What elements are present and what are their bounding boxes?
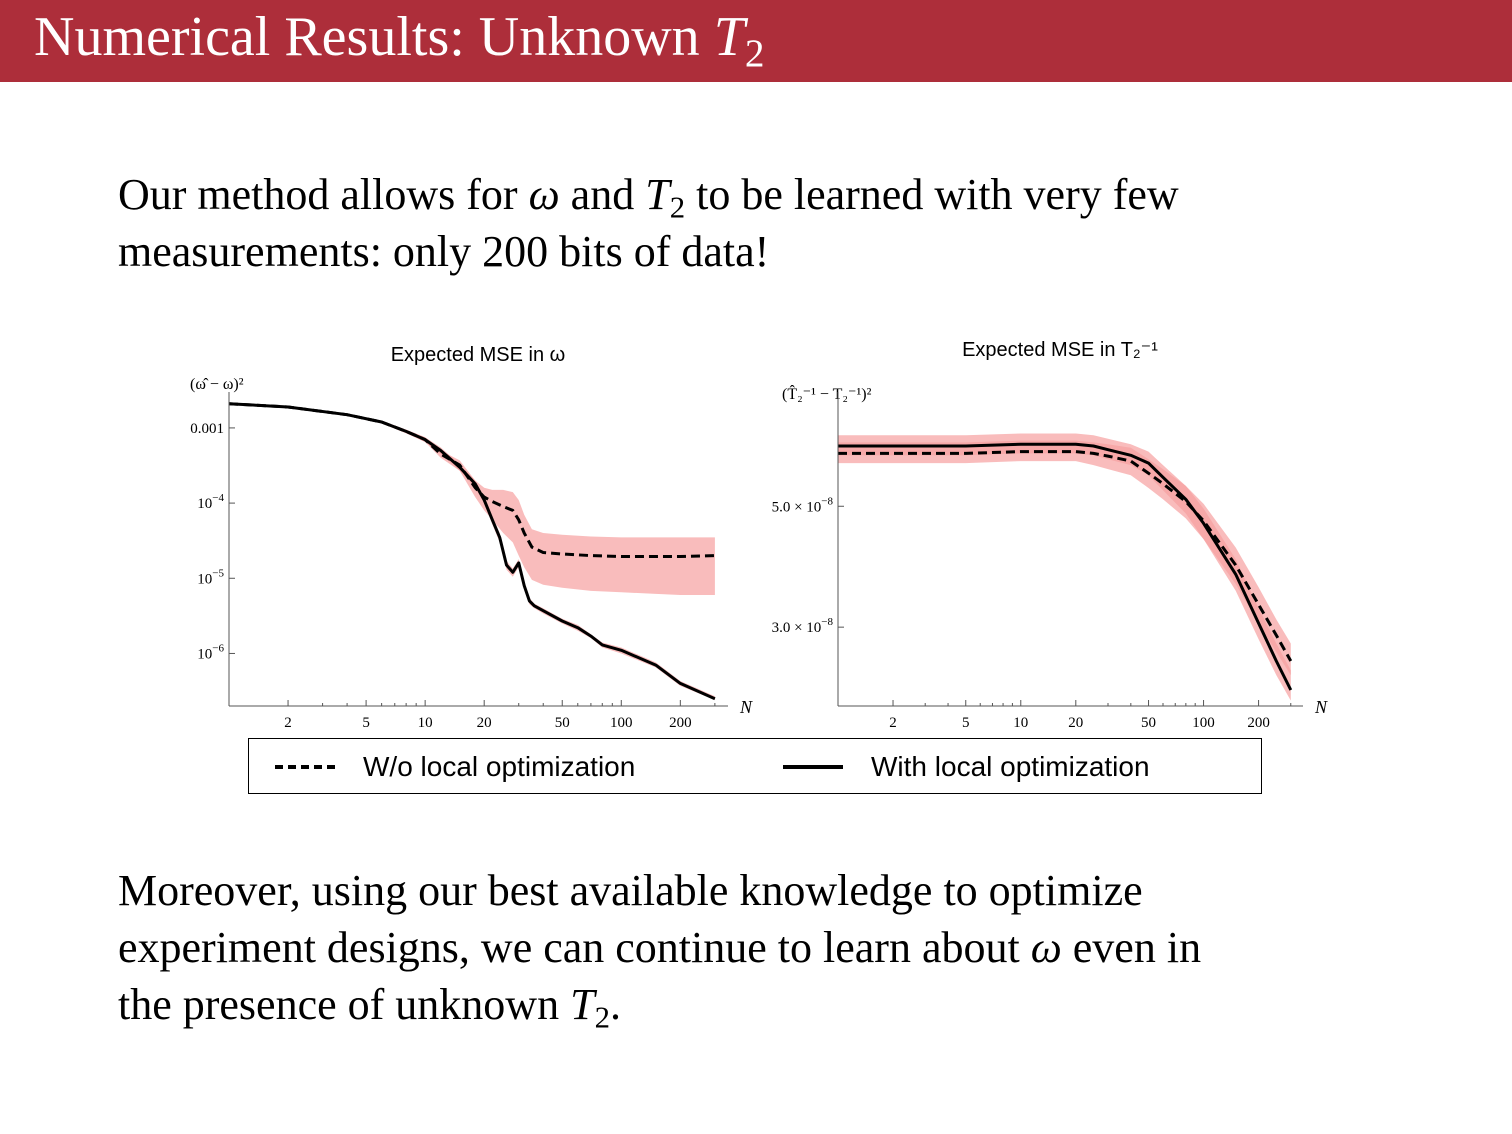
intro-text-part: to be learned with very few [685, 170, 1179, 219]
conclusion-text-part: even in [1061, 923, 1202, 972]
y-tick-label: 0.001 [190, 421, 224, 437]
omega-symbol: ω [1030, 923, 1062, 972]
intro-text-part: Our method allows for [118, 170, 529, 219]
x-tick-label: 5 [962, 715, 970, 731]
y-tick-base: 10 [197, 646, 212, 662]
chart-legend: W/o local optimization With local optimi… [248, 738, 1262, 794]
x-tick-label: 5 [362, 715, 370, 731]
x-tick-label: 100 [1192, 715, 1215, 731]
y-tick-base: 5.0 × 10 [772, 499, 822, 515]
intro-paragraph: Our method allows for ω and T2 to be lea… [118, 166, 1179, 280]
legend-item-solid: With local optimization [783, 739, 1150, 795]
y-tick-base: 0.001 [190, 421, 224, 437]
y-tick-base: 10 [197, 496, 212, 512]
conclusion-paragraph: Moreover, using our best available knowl… [118, 862, 1201, 1033]
x-tick-label: 10 [1013, 715, 1028, 731]
y-tick-base: 10 [197, 571, 212, 587]
y-tick-label: 3.0 × 10−8 [772, 616, 834, 636]
conclusion-text-part: the presence of unknown [118, 980, 571, 1029]
x-tick-label: 200 [669, 715, 692, 731]
x-tick-label: 200 [1247, 715, 1270, 731]
series-line-solid [228, 402, 716, 701]
chart-t2-inverse: Expected MSE in T₂⁻¹ (T̂₂⁻¹ − T₂⁻¹)² N 2 5… [772, 339, 1328, 731]
y-tick-exponent: −5 [212, 567, 224, 579]
x-axis-label: N [739, 697, 753, 717]
legend-item-dashed: W/o local optimization [275, 739, 635, 795]
chart-title: Expected MSE in ω [391, 344, 566, 366]
x-tick-label: 20 [477, 715, 492, 731]
y-axis-label: (T̂₂⁻¹ − T₂⁻¹)² [782, 384, 872, 403]
confidence-band-solid [838, 433, 1291, 701]
x-tick-label: 50 [555, 715, 570, 731]
y-tick-label: 5.0 × 10−8 [772, 495, 834, 515]
y-tick-label: 10−4 [197, 492, 224, 512]
x-tick-label: 2 [284, 715, 292, 731]
y-tick-exponent: −8 [821, 616, 833, 628]
solid-line-swatch [783, 765, 843, 769]
x-tick-label: 50 [1141, 715, 1156, 731]
conclusion-text-part: experiment designs, we can continue to l… [118, 923, 1031, 972]
x-tick-label: 20 [1068, 715, 1083, 731]
legend-label-solid: With local optimization [871, 751, 1150, 782]
y-tick-exponent: −4 [212, 492, 224, 504]
chart-title: Expected MSE in T₂⁻¹ [962, 339, 1158, 361]
x-axis-label: N [1314, 697, 1328, 717]
chart-omega: Expected MSE in ω (ω̂ − ω)² N2 5 10 20 50 100… [190, 344, 753, 731]
series-line-dashed [838, 450, 1293, 662]
slide-title: Numerical Results: Unknown T2 [34, 2, 765, 75]
omega-symbol: ω [528, 170, 560, 219]
y-tick-label: 10−6 [197, 642, 224, 662]
t2-symbol: T [570, 980, 595, 1029]
slide-title-text: Numerical Results: Unknown [34, 6, 714, 68]
intro-text-line2: measurements: only 200 bits of data! [118, 227, 770, 276]
intro-text-part: and [559, 170, 646, 219]
t2-subscript: 2 [594, 1000, 610, 1035]
x-tick-label: 10 [418, 715, 433, 731]
slide-title-variable: T [713, 6, 745, 68]
t2-symbol: T [645, 170, 670, 219]
dashed-line-swatch [275, 765, 335, 769]
y-tick-exponent: −6 [212, 642, 224, 654]
slide-title-subscript: 2 [744, 31, 765, 75]
confidence-band-dashed [229, 402, 715, 595]
conclusion-text-line1: Moreover, using our best available knowl… [118, 866, 1143, 915]
x-tick-label: 2 [889, 715, 897, 731]
y-tick-exponent: −8 [821, 495, 833, 507]
y-tick-label: 10−5 [197, 567, 224, 587]
legend-label-dashed: W/o local optimization [363, 751, 636, 782]
slide-header: Numerical Results: Unknown T2 [0, 0, 1512, 82]
conclusion-text-part: . [609, 980, 621, 1029]
t2-subscript: 2 [669, 190, 686, 225]
y-axis-label: (ω̂ − ω)² [190, 376, 244, 393]
y-tick-base: 3.0 × 10 [772, 620, 822, 636]
x-tick-label: 100 [610, 715, 633, 731]
series-line-solid [838, 442, 1293, 691]
